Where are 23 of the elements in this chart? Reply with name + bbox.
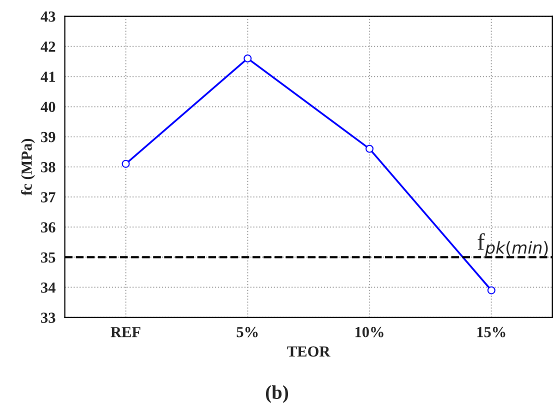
y-tick-label: 41 [40, 72, 55, 82]
y-tick-label: 42 [40, 42, 56, 52]
point [244, 54, 252, 62]
x-tick-label: 15% [477, 326, 506, 338]
y-tick-label: 39 [41, 132, 56, 142]
y-tick-label: 35 [41, 252, 56, 263]
y-tick-label: 38 [41, 162, 56, 172]
y-tick-label: 36 [41, 222, 56, 233]
point [366, 144, 374, 153]
x-tick-label: 10% [355, 326, 384, 338]
y-tick-label: 34 [41, 282, 56, 293]
y-axis-title: fc (MPa) [20, 138, 35, 196]
y-tick-label: 43 [40, 11, 56, 22]
x-tick-label: 5% [236, 326, 258, 338]
ref-line-label: f$_{pk(min)}$ [478, 233, 548, 258]
y-tick-label: 37 [41, 192, 56, 202]
y-tick-label: 33 [41, 312, 56, 323]
point [487, 286, 496, 294]
x-tick-label: REF [110, 327, 140, 338]
x-axis-title: TEOR [287, 346, 330, 357]
y-tick-label: 40 [40, 102, 56, 112]
point [122, 160, 130, 168]
text: (b) [266, 385, 288, 403]
